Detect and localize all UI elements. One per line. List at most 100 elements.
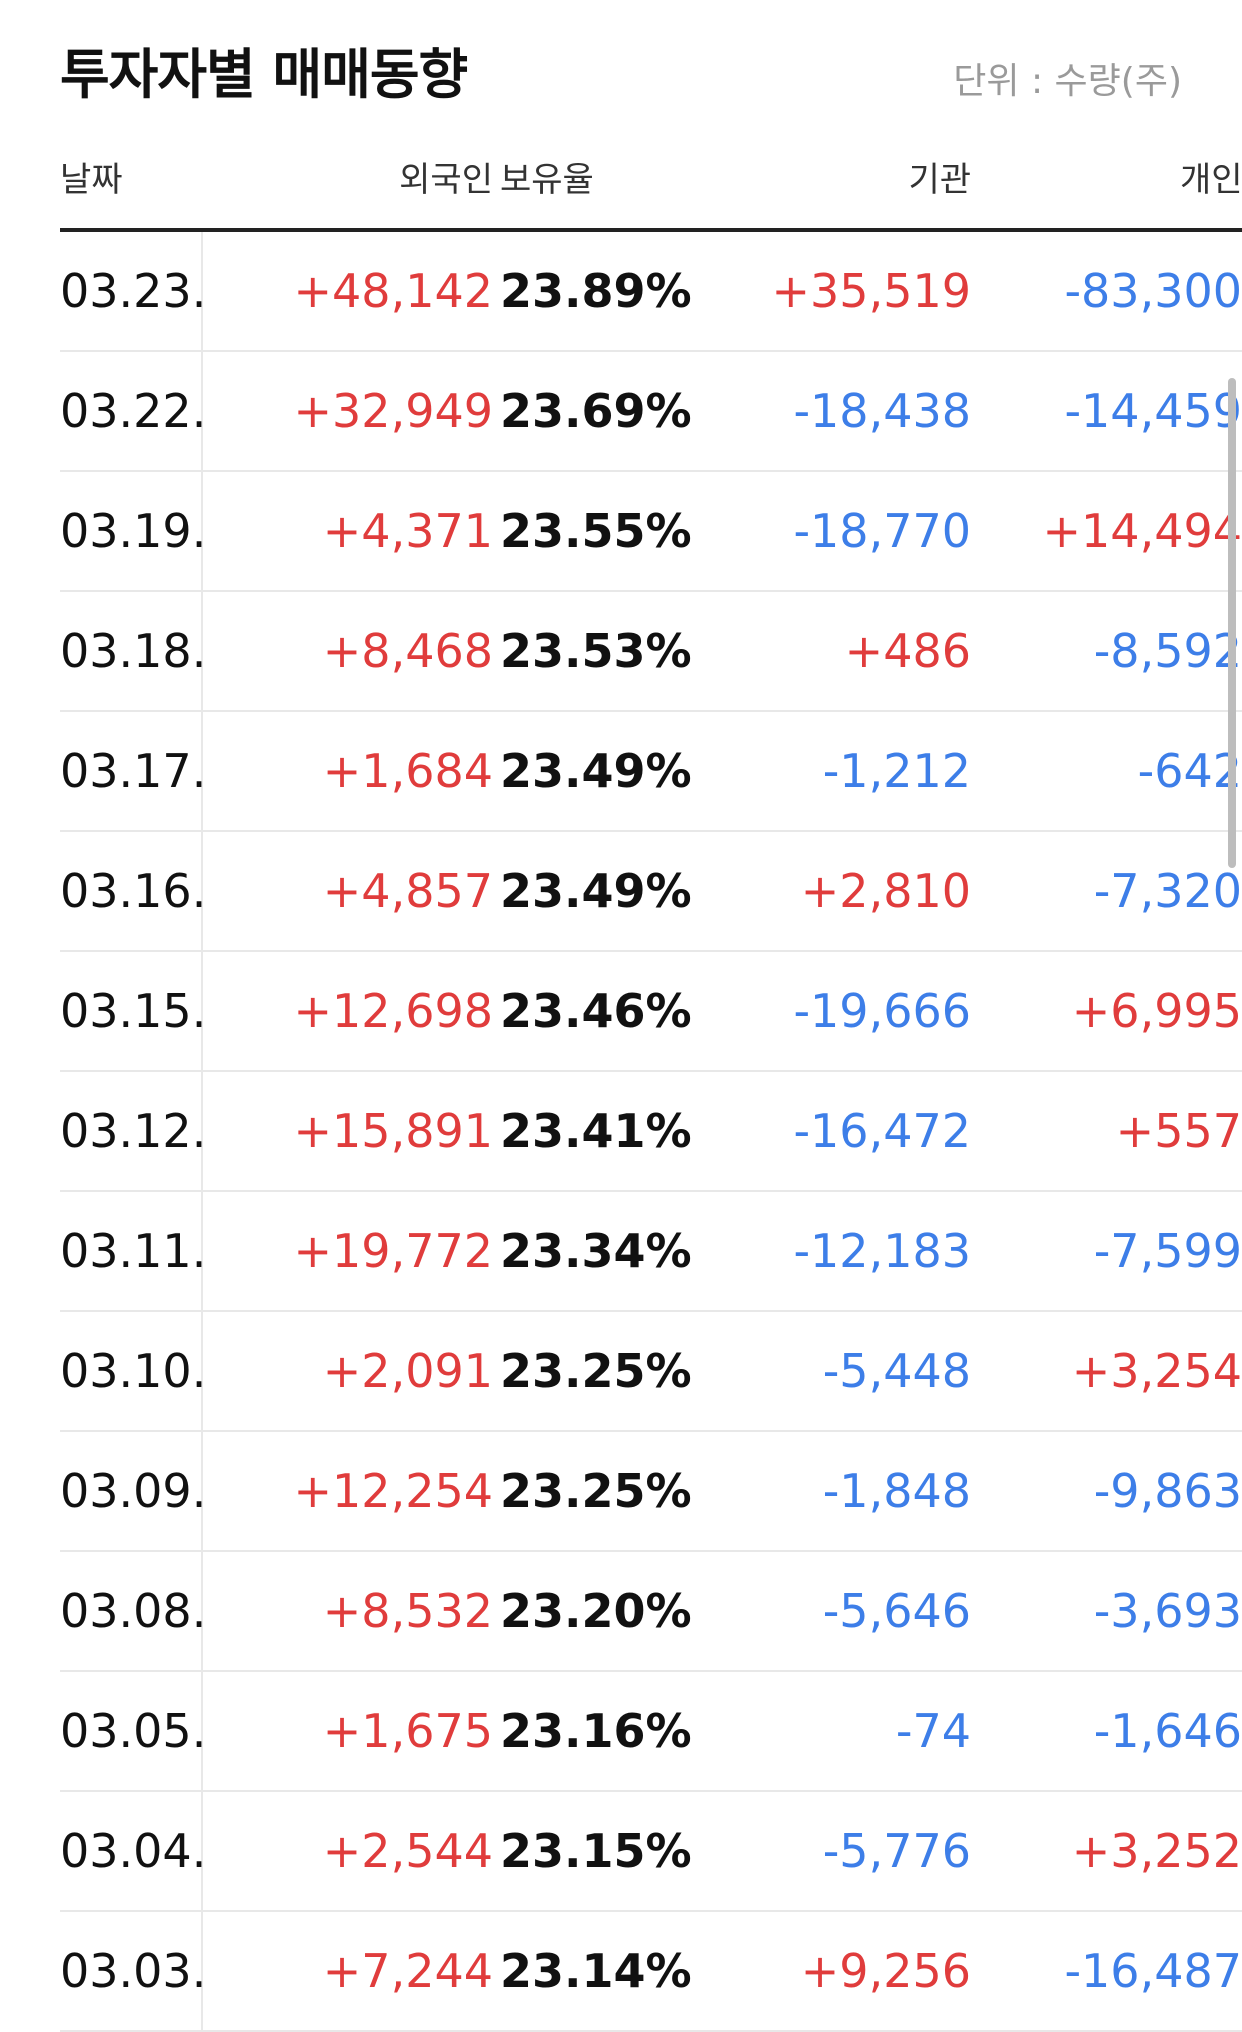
cell-ratio: 23.46% [500, 952, 692, 1070]
cell-ratio: 23.20% [500, 1552, 692, 1670]
cell-ratio: 23.69% [500, 352, 692, 470]
unit-label: 단위 : 수량(주) [953, 52, 1182, 104]
cell-foreign: +4,371 [323, 472, 493, 590]
cell-institution: -5,776 [823, 1792, 971, 1910]
cell-ratio: 23.49% [500, 832, 692, 950]
cell-individual: -7,599 [963, 1192, 1242, 1310]
column-header-date[interactable]: 날짜 [60, 152, 123, 201]
scrollbar[interactable] [1228, 378, 1236, 868]
cell-individual-value: -7,599 [1094, 1192, 1242, 1310]
cell-individual-value: -83,300 [1064, 232, 1242, 350]
cell-date: 03.10. [60, 1312, 206, 1430]
cell-date: 03.09. [60, 1432, 206, 1550]
cell-individual-value: -14,459 [1064, 352, 1242, 470]
cell-institution: +9,256 [801, 1912, 971, 2030]
cell-individual-value: +3,254 [1072, 1312, 1242, 1430]
cell-date: 03.19. [60, 472, 206, 590]
cell-ratio: 23.89% [500, 232, 692, 350]
header: 투자자별 매매동향 단위 : 수량(주) [60, 30, 1242, 110]
cell-individual: -7,320 [963, 832, 1242, 950]
cell-individual: -3,693 [963, 1552, 1242, 1670]
cell-foreign: +1,684 [323, 712, 493, 830]
column-header-foreign[interactable]: 외국인 [399, 152, 493, 201]
cell-individual-value: -3,693 [1094, 1552, 1242, 1670]
cell-foreign: +2,544 [323, 1792, 493, 1910]
cell-institution: -12,183 [793, 1192, 971, 1310]
cell-foreign: +48,142 [294, 232, 494, 350]
cell-individual-value: +3,252 [1072, 1792, 1242, 1910]
cell-foreign: +4,857 [323, 832, 493, 950]
cell-individual: +6,995 [963, 952, 1242, 1070]
cell-individual: +3,254 [963, 1312, 1242, 1430]
cell-date: 03.03. [60, 1912, 206, 2030]
cell-individual: -8,592 [963, 592, 1242, 710]
cell-individual: -16,487 [963, 1912, 1242, 2030]
cell-foreign: +2,091 [323, 1312, 493, 1430]
cell-individual: -14,459 [963, 352, 1242, 470]
cell-individual: +3,252 [963, 1792, 1242, 1910]
cell-institution: -18,438 [793, 352, 971, 470]
cell-individual-value: -1,646 [1094, 1672, 1242, 1790]
cell-date: 03.16. [60, 832, 206, 950]
cell-foreign: +1,675 [323, 1672, 493, 1790]
cell-ratio: 23.15% [500, 1792, 692, 1910]
cell-ratio: 23.49% [500, 712, 692, 830]
cell-individual: -9,863 [963, 1432, 1242, 1550]
cell-date: 03.22. [60, 352, 206, 470]
cell-date: 03.04. [60, 1792, 206, 1910]
cell-date: 03.05. [60, 1672, 206, 1790]
cell-institution: +35,519 [772, 232, 972, 350]
cell-ratio: 23.34% [500, 1192, 692, 1310]
cell-individual-value: -642 [1138, 712, 1242, 830]
cell-date: 03.15. [60, 952, 206, 1070]
cell-institution: +2,810 [801, 832, 971, 950]
cell-institution: -74 [896, 1672, 971, 1790]
cell-individual-value: -9,863 [1094, 1432, 1242, 1550]
cell-foreign: +15,891 [294, 1072, 494, 1190]
cell-ratio: 23.53% [500, 592, 692, 710]
cell-institution: -5,646 [823, 1552, 971, 1670]
cell-date: 03.11. [60, 1192, 206, 1310]
cell-date: 03.23. [60, 232, 206, 350]
cell-date: 03.08. [60, 1552, 206, 1670]
cell-ratio: 23.41% [500, 1072, 692, 1190]
cell-institution: -19,666 [793, 952, 971, 1070]
cell-individual-value: +557 [1116, 1072, 1242, 1190]
cell-institution: -1,848 [823, 1432, 971, 1550]
cell-foreign: +8,532 [323, 1552, 493, 1670]
cell-institution: -1,212 [823, 712, 971, 830]
cell-individual: -642 [963, 712, 1242, 830]
cell-institution: -18,770 [793, 472, 971, 590]
cell-institution: +486 [845, 592, 971, 710]
cell-ratio: 23.55% [500, 472, 692, 590]
cell-individual-value: +14,494 [1043, 472, 1242, 590]
column-header-ratio[interactable]: 보유율 [500, 152, 594, 201]
cell-individual-value: +6,995 [1072, 952, 1242, 1070]
cell-foreign: +32,949 [294, 352, 494, 470]
cell-individual: -83,300 [963, 232, 1242, 350]
cell-foreign: +12,254 [294, 1432, 494, 1550]
cell-ratio: 23.25% [500, 1312, 692, 1430]
column-header-individual[interactable]: 개인 [1180, 152, 1242, 201]
cell-date: 03.17. [60, 712, 206, 830]
cell-ratio: 23.14% [500, 1912, 692, 2030]
column-header-institution[interactable]: 기관 [908, 152, 971, 201]
cell-institution: -5,448 [823, 1312, 971, 1430]
cell-foreign: +19,772 [294, 1192, 494, 1310]
